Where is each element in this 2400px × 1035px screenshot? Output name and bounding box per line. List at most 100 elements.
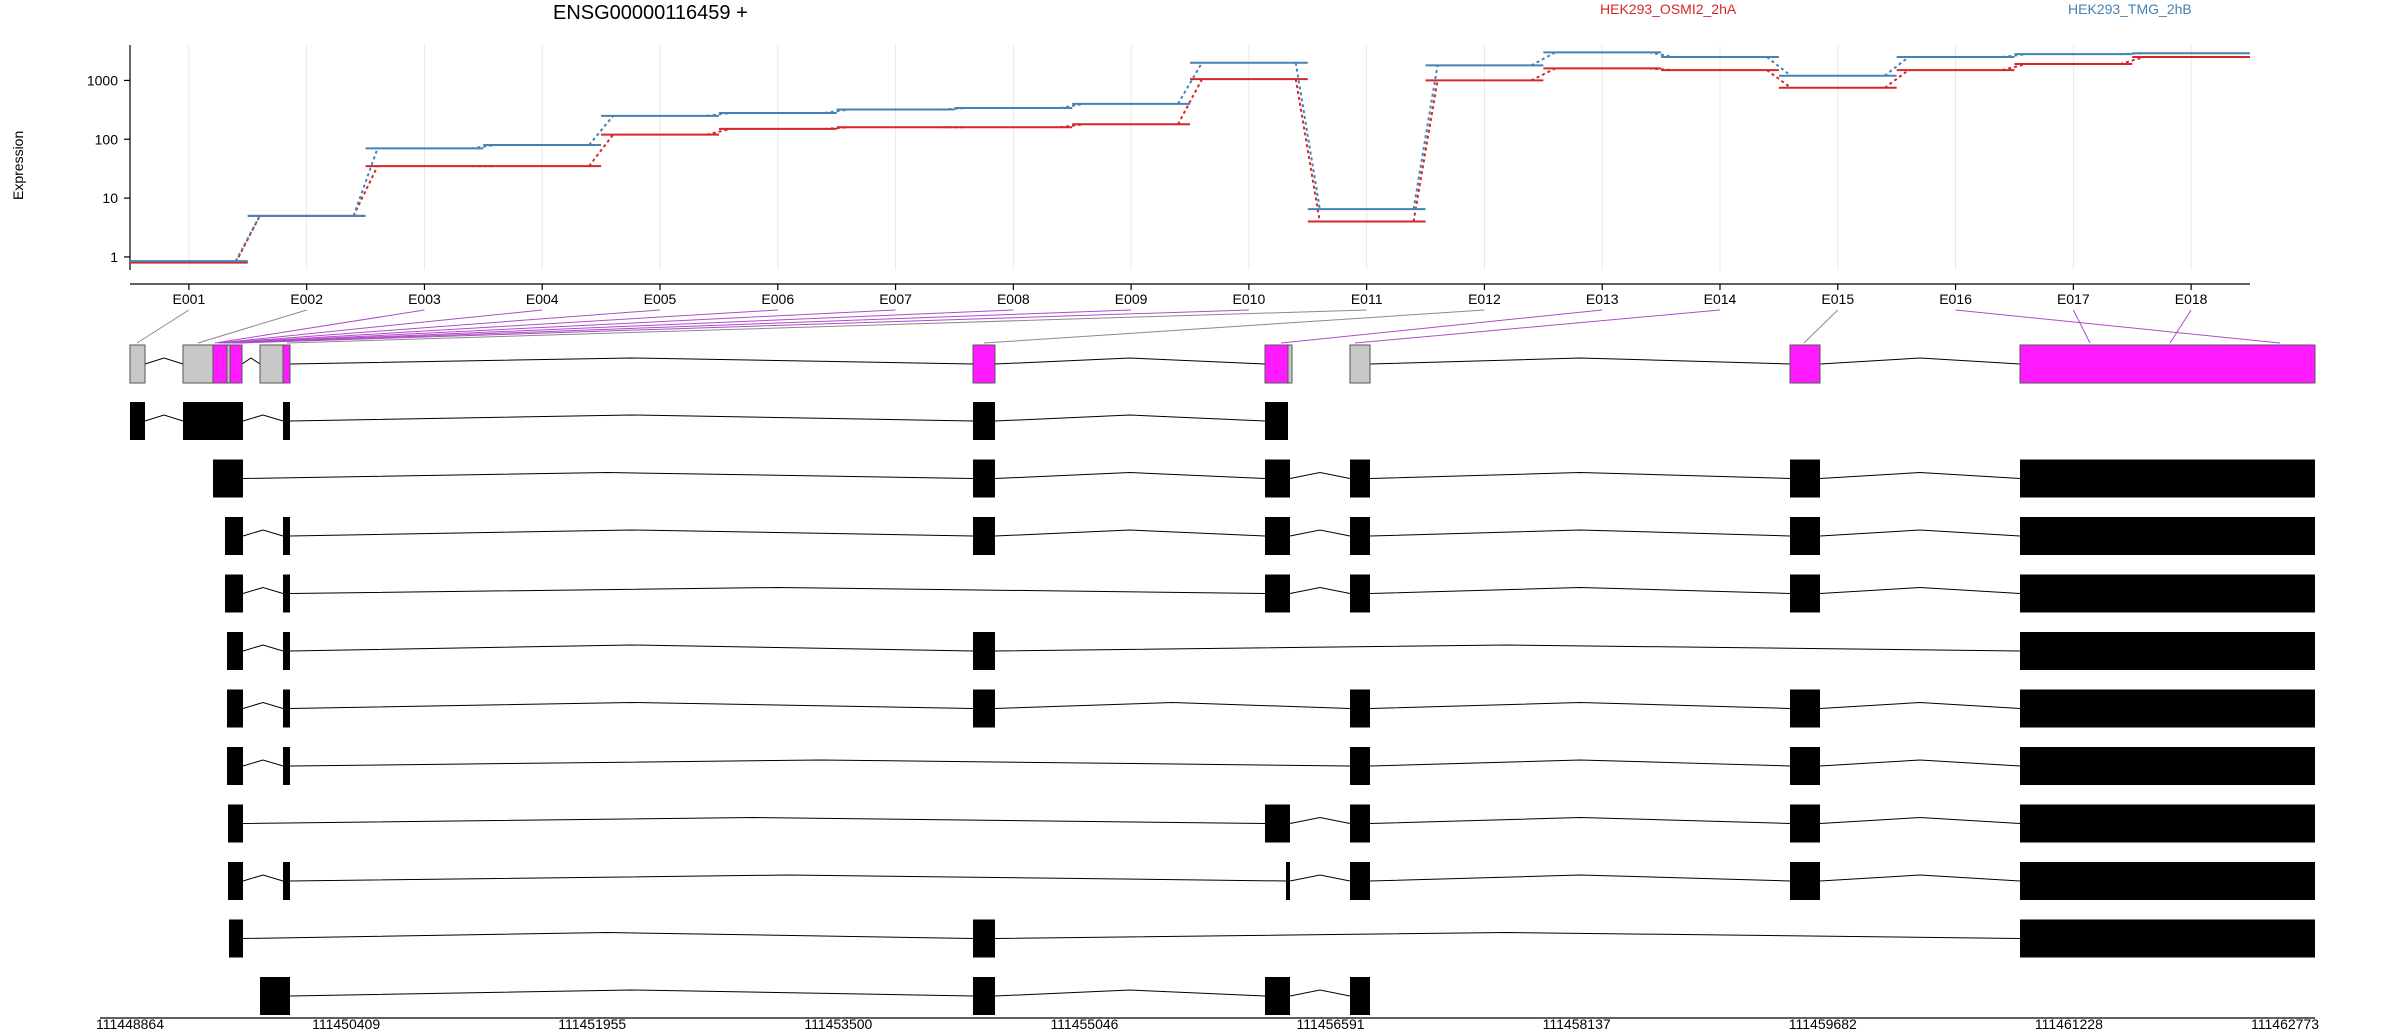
intron [1369,471,1791,479]
intron [289,874,1287,882]
exon-block [1350,689,1370,728]
connector-E015 [1884,56,1910,77]
intron [1289,586,1351,594]
intron [1819,874,2021,882]
exon-block [973,689,995,728]
exon-block [213,459,243,498]
connector-E004 [588,134,614,167]
exon-block [1790,517,1820,555]
intron [994,989,1266,997]
intron [289,701,974,709]
x-tick-label-E001: E001 [173,291,206,307]
intron [1369,529,1791,537]
exon-block [2020,517,2315,555]
exon-block [973,459,995,498]
intron [1289,816,1351,824]
intron [289,759,1351,767]
connector-E015 [1884,69,1910,89]
y-tick-label-2: 100 [95,131,119,147]
exon-block [973,632,995,670]
connector-E014 [1766,69,1792,89]
genomic-tick-label-8: 111461228 [2035,1016,2103,1030]
series-line-1 [130,56,2250,264]
transcript-2 [213,459,2315,498]
exon-block [2020,689,2315,728]
exon-block [1790,862,1820,900]
exon-block [283,632,290,670]
exon-block [1790,459,1820,498]
connector-E009 [1177,62,1203,105]
intron [289,586,1266,594]
exon-link-E011 [286,309,1367,344]
exon-block [1350,517,1370,555]
meta-exon-11 [1789,344,1821,384]
exon-block [1265,459,1290,498]
exon-block [1265,574,1290,613]
meta-exon-2 [212,344,228,384]
exon-block [227,689,243,728]
x-tick-label-E009: E009 [1115,291,1148,307]
exon-block [1350,459,1370,498]
exon-link-E008 [231,309,1014,344]
exon-block [225,574,243,613]
genomic-tick-label-2: 111451955 [558,1016,626,1030]
intron [242,529,284,537]
intron [242,644,284,652]
intron [289,529,974,537]
intron [242,931,974,939]
x-tick-label-E014: E014 [1704,291,1737,307]
exon-block [1265,977,1290,1015]
connector-E017 [2119,56,2145,65]
intron [1289,471,1351,479]
x-tick-label-E013: E013 [1586,291,1619,307]
x-tick-label-E011: E011 [1351,291,1383,307]
genomic-tick-label-0: 111448864 [96,1016,164,1030]
exon-block [1350,804,1370,843]
exon-link-E006 [223,309,778,344]
exon-block [229,919,243,958]
connector-E012 [1530,51,1556,67]
transcript-10 [229,919,2315,958]
intron [1819,586,2021,594]
x-tick-label-E008: E008 [997,291,1030,307]
meta-exon-6 [282,344,291,384]
genomic-tick-label-7: 111459682 [1789,1016,1857,1030]
connector-E012 [1530,67,1556,82]
intron [242,414,284,422]
genomic-tick-label-6: 111458137 [1543,1016,1611,1030]
meta-gene-track [129,344,2316,384]
intron [242,471,974,479]
intron [994,414,1266,422]
intron [994,701,1351,709]
exon-block [2020,632,2315,670]
transcript-9 [228,862,2315,900]
exon-block [283,574,290,613]
genomic-tick-label-5: 111456591 [1297,1016,1365,1030]
exon-block [1350,574,1370,613]
exon-link-E012 [983,309,1485,344]
exon-block [283,517,290,555]
exon-block [227,632,243,670]
exon-block [1350,747,1370,785]
legend-entry-series-1: HEK293_OSMI2_2hA [1600,1,1737,17]
exon-block [2020,747,2315,785]
exon-block [1265,402,1288,440]
connector-E011 [1412,65,1439,210]
y-tick-label-3: 1000 [87,72,118,88]
transcript-6 [227,689,2315,728]
intron [994,471,1266,479]
meta-exon-4 [229,344,243,384]
exon-block [973,919,995,958]
intron [994,529,1266,537]
transcript-11 [260,977,1370,1015]
exon-link-E010 [239,309,1249,344]
exon-block [1265,517,1290,555]
exon-block [1790,689,1820,728]
intron [289,414,974,422]
intron [1369,816,1791,824]
connector-E014 [1766,56,1792,77]
x-tick-label-E015: E015 [1821,291,1854,307]
transcript-5 [227,632,2315,670]
intron [242,874,284,882]
